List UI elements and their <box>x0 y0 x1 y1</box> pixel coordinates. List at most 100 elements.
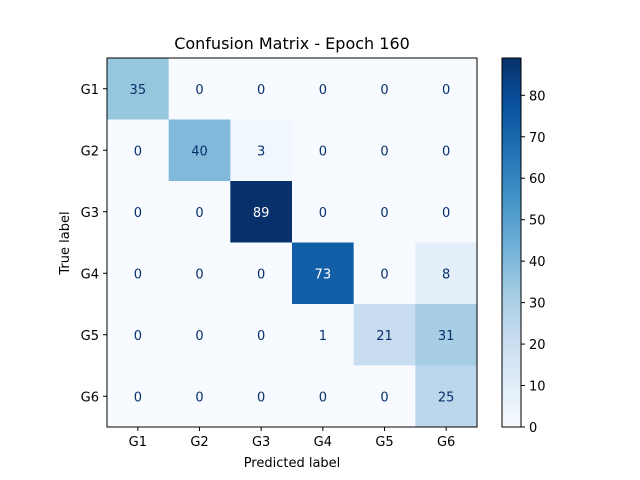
y-tick-label: G1 <box>81 83 99 98</box>
heatmap-cell <box>353 242 416 305</box>
cell-value-label: 0 <box>134 267 142 282</box>
heatmap-cell <box>230 304 293 366</box>
heatmap-cell <box>107 365 170 428</box>
cell-value-label: 8 <box>442 267 450 282</box>
heatmap-cell <box>168 181 231 243</box>
cell-value-label: 0 <box>380 83 388 98</box>
cell-value-label: 0 <box>134 390 142 405</box>
heatmap-cell <box>230 119 293 182</box>
heatmap-cell <box>415 181 478 243</box>
cell-value-label: 40 <box>191 144 208 159</box>
heatmap-cell <box>168 119 231 182</box>
x-tick-label: G1 <box>129 435 147 450</box>
cell-value-label: 0 <box>195 206 203 221</box>
heatmap-cell <box>107 181 170 243</box>
heatmap-cell <box>353 119 416 182</box>
y-tick-label: G5 <box>81 329 99 344</box>
cell-value-label: 0 <box>319 390 327 405</box>
cell-value-label: 0 <box>195 83 203 98</box>
cell-value-label: 0 <box>319 144 327 159</box>
heatmap-cell <box>415 119 478 182</box>
colorbar-tick-label: 60 <box>529 172 546 187</box>
cell-value-label: 0 <box>380 206 388 221</box>
cell-value-label: 0 <box>195 329 203 344</box>
cell-value-label: 0 <box>442 206 450 221</box>
y-axis-label: True label <box>58 211 73 275</box>
heatmap-cell <box>415 58 478 120</box>
x-axis-ticks: G1 G2 G3 G4 G5 G6 <box>129 427 455 450</box>
colorbar-tick-label: 0 <box>529 421 537 436</box>
colorbar-tick-label: 30 <box>529 297 546 312</box>
cell-value-label: 3 <box>257 144 265 159</box>
cell-value-label: 0 <box>442 83 450 98</box>
heatmap-cell <box>353 304 416 366</box>
heatmap-cell <box>415 304 478 366</box>
y-tick-label: G2 <box>81 144 99 159</box>
heatmap-cell <box>292 242 355 305</box>
colorbar-tick-label: 80 <box>529 89 546 104</box>
heatmap-cell <box>353 365 416 428</box>
heatmap-cell <box>292 119 355 182</box>
cell-value-label: 73 <box>315 267 332 282</box>
heatmap-cell <box>107 119 170 182</box>
heatmap-cell <box>415 365 478 428</box>
plot-frame <box>106 57 478 428</box>
cell-value-label: 0 <box>257 83 265 98</box>
cell-value-label: 0 <box>442 144 450 159</box>
y-tick-label: G6 <box>81 390 99 405</box>
colorbar-tick-label: 10 <box>529 380 546 395</box>
heatmap-cell <box>292 181 355 243</box>
cell-value-label: 0 <box>319 206 327 221</box>
x-tick-label: G4 <box>314 435 332 450</box>
cell-value-label: 1 <box>319 329 327 344</box>
heatmap-cell <box>415 242 478 305</box>
cell-value-label: 0 <box>380 144 388 159</box>
heatmap-cell <box>292 58 355 120</box>
colorbar-tick-label: 20 <box>529 338 546 353</box>
heatmap-cell <box>168 365 231 428</box>
colorbar-tick-label: 40 <box>529 255 546 270</box>
heatmap-cell <box>353 58 416 120</box>
colorbar-ticks: 0 10 20 30 40 50 60 70 80 <box>521 89 546 436</box>
cell-value-label: 0 <box>257 390 265 405</box>
heatmap-cell <box>168 58 231 120</box>
y-tick-label: G3 <box>81 206 99 221</box>
chart-title: Confusion Matrix - Epoch 160 <box>174 34 410 53</box>
cell-value-label: 21 <box>376 329 393 344</box>
cell-value-label: 89 <box>253 206 270 221</box>
cell-value-label: 0 <box>380 267 388 282</box>
heatmap-cells <box>107 58 478 428</box>
cell-value-label: 0 <box>134 206 142 221</box>
cell-value-label: 0 <box>195 390 203 405</box>
heatmap-cell <box>107 304 170 366</box>
x-tick-label: G2 <box>190 435 208 450</box>
cell-value-label: 0 <box>195 267 203 282</box>
x-axis-label: Predicted label <box>244 456 341 471</box>
cell-value-label: 25 <box>438 390 455 405</box>
cell-value-label: 0 <box>319 83 327 98</box>
y-tick-label: G4 <box>81 267 99 282</box>
cell-value-label: 35 <box>130 83 147 98</box>
cell-value-label: 0 <box>257 267 265 282</box>
y-axis-ticks: G1 G2 G3 G4 G5 G6 <box>81 83 107 405</box>
heatmap-cell <box>168 242 231 305</box>
colorbar-tick-label: 50 <box>529 214 546 229</box>
cell-value-label: 0 <box>380 390 388 405</box>
cell-value-label: 31 <box>438 329 455 344</box>
heatmap-cell <box>230 58 293 120</box>
heatmap-cell <box>230 365 293 428</box>
heatmap-cell <box>230 181 293 243</box>
heatmap-cell <box>107 58 170 120</box>
heatmap-cell <box>292 304 355 366</box>
heatmap-cell <box>230 242 293 305</box>
heatmap-cell <box>292 365 355 428</box>
heatmap-cell <box>353 181 416 243</box>
colorbar-tick-label: 70 <box>529 131 546 146</box>
cell-value-label: 0 <box>134 329 142 344</box>
cell-value-label: 0 <box>134 144 142 159</box>
heatmap-cell <box>168 304 231 366</box>
x-tick-label: G6 <box>437 435 455 450</box>
heatmap-cell <box>107 242 170 305</box>
x-tick-label: G3 <box>252 435 270 450</box>
